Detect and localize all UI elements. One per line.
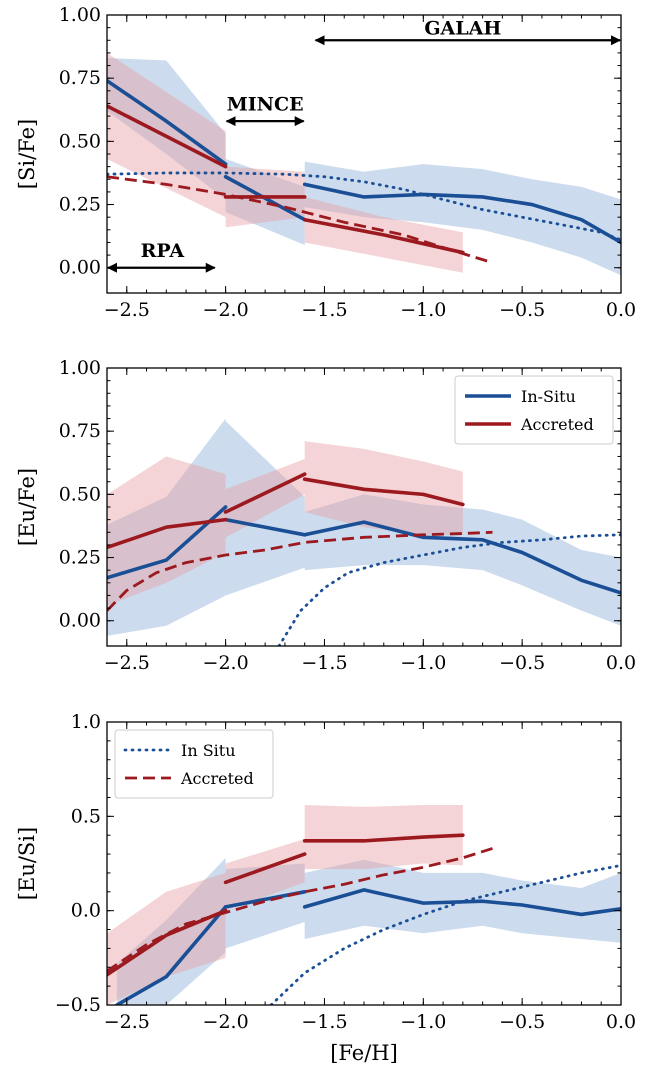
accreted-band-5	[304, 441, 463, 535]
x-tick-label: −1.5	[301, 1011, 347, 1033]
in-situ-line-line-7	[223, 517, 307, 537]
legend: In Situ Accreted	[114, 729, 274, 799]
y-tick-label: 1.00	[59, 357, 101, 379]
y-tick-label: 0.75	[59, 67, 101, 89]
x-tick-label: 0.0	[606, 299, 636, 321]
panel-si-fe: −2.5 −2.0 −1.5 −1.0 −0.5 0.0 0.00 0.25 0.50 0.75 1…	[15, 4, 636, 321]
y-tick-label: 0.50	[59, 130, 101, 152]
x-tick-label: −1.5	[301, 299, 347, 321]
y-tick-label: 0.25	[59, 194, 101, 216]
y-tick-label: 0.25	[59, 547, 101, 569]
plot-area	[107, 805, 621, 1005]
x-tick-label: −2.5	[104, 1011, 150, 1033]
x-tick-label: −0.5	[499, 652, 545, 674]
x-tick-label: −2.0	[203, 299, 249, 321]
accreted-band-5	[304, 805, 463, 870]
in-situ-line-line-6	[107, 78, 228, 166]
x-tick-label: −1.0	[400, 299, 446, 321]
y-tick-label: 0.0	[71, 900, 101, 922]
y-tick-label: 1.00	[59, 4, 101, 26]
x-tick-label: −2.5	[104, 652, 150, 674]
y-tick-label: 1.0	[71, 711, 101, 733]
in-situ-line-line-8	[302, 520, 621, 595]
annotation-rpa: RPA	[107, 240, 216, 273]
x-tick-label: 0.0	[606, 1011, 636, 1033]
in-situ-band-0	[107, 57, 226, 200]
accreted-line-line-10	[223, 472, 307, 514]
accreted-dashed-line-13	[107, 847, 493, 973]
y-tick-label: 0.75	[59, 420, 101, 442]
in-situ-dotted-line-12	[269, 863, 621, 1005]
legend-label: In-Situ	[521, 387, 576, 406]
accreted-line-line-9	[107, 104, 228, 169]
accreted-line-line-11	[302, 833, 465, 843]
in-situ-band-1	[225, 863, 305, 949]
accreted-band-4	[225, 838, 305, 911]
in-situ-line-line-6	[107, 505, 228, 580]
x-tick-label: −2.0	[203, 652, 249, 674]
accreted-line-line-11	[302, 217, 465, 255]
x-tick-label: −1.0	[400, 652, 446, 674]
accreted-band-4	[225, 458, 305, 538]
y-axis-label: [Si/Fe]	[15, 119, 39, 189]
legend-box	[114, 729, 274, 799]
annotation-mince: MINCE	[225, 93, 305, 127]
accreted-band-3	[107, 872, 226, 1005]
y-axis-label: [Eu/Fe]	[15, 468, 39, 546]
y-axis-label: [Eu/Si]	[15, 827, 39, 900]
legend-label: In Situ	[181, 741, 236, 760]
x-tick-label: −0.5	[499, 299, 545, 321]
y-tick-label: 0.50	[59, 483, 101, 505]
annotation-label: RPA	[141, 240, 185, 262]
annotation-label: GALAH	[424, 18, 501, 40]
x-tick-label: −1.5	[301, 652, 347, 674]
legend: In-Situ Accreted	[454, 375, 614, 445]
in-situ-dotted-line-12	[277, 533, 621, 646]
panel-eu-fe: −2.5 −2.0 −1.5 −1.0 −0.5 0.0 0.00 0.25 0.50 0.75 1…	[15, 357, 636, 674]
x-tick-label: −1.0	[400, 1011, 446, 1033]
x-tick-label: 0.0	[606, 652, 636, 674]
y-tick-label: −0.5	[55, 994, 101, 1016]
in-situ-line-line-8	[302, 888, 621, 917]
y-tick-label: 0.00	[59, 610, 101, 632]
y-tick-label: 0.00	[59, 257, 101, 279]
accreted-line-line-10	[223, 852, 307, 885]
y-tick-label: 0.5	[71, 805, 101, 827]
accreted-line-line-9	[107, 517, 228, 550]
in-situ-line-line-6	[115, 905, 228, 1005]
legend-label: Accreted	[180, 769, 254, 788]
accreted-line-line-11	[302, 477, 465, 507]
x-tick-label: −2.0	[203, 1011, 249, 1033]
x-tick-label: −0.5	[499, 1011, 545, 1033]
plot-area	[107, 418, 621, 646]
panel-eu-si: −2.5 −2.0 −1.5 −1.0 −0.5 0.0 −0.5 0.0 0.5 1.0 [Eu/…	[15, 711, 636, 1065]
legend-box	[454, 375, 614, 445]
plot-area	[107, 52, 621, 276]
annotation-label: MINCE	[227, 93, 304, 115]
in-situ-line-line-8	[302, 182, 621, 245]
annotation-galah: GALAH	[314, 18, 621, 46]
in-situ-band-1	[225, 159, 305, 245]
in-situ-band-2	[304, 161, 621, 276]
x-axis-label: [Fe/H]	[330, 1041, 398, 1065]
x-tick-label: −2.5	[104, 299, 150, 321]
accreted-dashed-line-13	[107, 530, 493, 612]
legend-label: Accreted	[520, 415, 594, 434]
in-situ-dotted-line-12	[107, 171, 621, 242]
